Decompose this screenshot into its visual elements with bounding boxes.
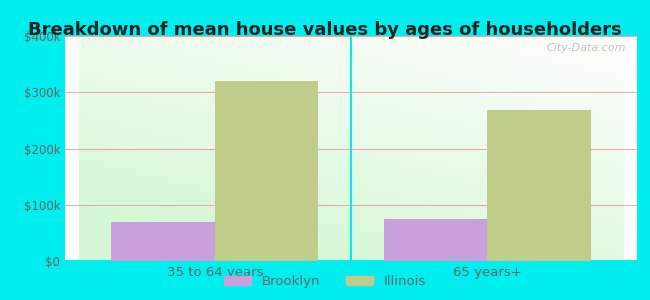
Legend: Brooklyn, Illinois: Brooklyn, Illinois xyxy=(219,270,431,293)
Bar xyxy=(384,219,488,261)
Bar xyxy=(111,222,214,261)
Text: Breakdown of mean house values by ages of householders: Breakdown of mean house values by ages o… xyxy=(28,21,622,39)
Bar xyxy=(488,110,591,261)
Bar xyxy=(214,81,318,261)
Text: City-Data.com: City-Data.com xyxy=(546,43,625,53)
